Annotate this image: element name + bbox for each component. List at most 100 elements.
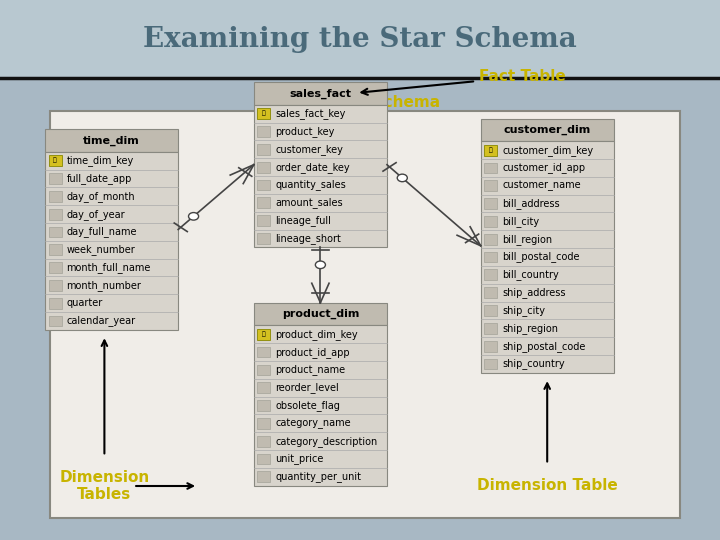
Text: calendar_year: calendar_year	[67, 315, 136, 327]
Bar	[49, 191, 62, 202]
Bar	[254, 82, 387, 105]
Bar	[484, 341, 498, 352]
Bar	[49, 280, 62, 291]
Text: week_number: week_number	[67, 244, 135, 255]
Text: Sales Star Schema: Sales Star Schema	[280, 95, 440, 110]
Bar	[484, 252, 498, 262]
Text: customer_name: customer_name	[503, 180, 581, 191]
Bar	[258, 418, 271, 429]
Bar	[258, 233, 271, 244]
Bar	[484, 323, 498, 334]
Bar	[481, 118, 613, 141]
Bar	[45, 129, 179, 152]
Bar	[484, 287, 498, 298]
Text: ship_address: ship_address	[503, 287, 566, 298]
Bar	[258, 144, 271, 155]
Text: customer_dim_key: customer_dim_key	[503, 145, 593, 156]
Text: Fact Table: Fact Table	[361, 69, 565, 95]
Bar	[481, 141, 613, 373]
Text: reorder_level: reorder_level	[276, 382, 339, 393]
Text: category_name: category_name	[276, 418, 351, 429]
Text: ship_region: ship_region	[503, 323, 558, 334]
Text: bill_region: bill_region	[503, 234, 552, 245]
Text: ship_country: ship_country	[503, 359, 564, 369]
Text: Examining the Star Schema: Examining the Star Schema	[143, 25, 577, 52]
Text: 🔑: 🔑	[53, 158, 57, 164]
Text: time_dim: time_dim	[84, 135, 140, 146]
Bar	[0, 78, 720, 540]
Text: 🔑: 🔑	[262, 332, 266, 337]
Text: amount_sales: amount_sales	[276, 197, 343, 208]
Text: month_number: month_number	[67, 280, 141, 291]
Bar	[254, 325, 387, 486]
Text: Dimension
Tables: Dimension Tables	[59, 470, 150, 502]
Bar	[49, 173, 62, 184]
Text: bill_address: bill_address	[503, 198, 560, 209]
Text: product_id_app: product_id_app	[276, 347, 350, 357]
Text: sales_fact_key: sales_fact_key	[276, 108, 346, 119]
Bar	[258, 215, 271, 226]
Bar	[258, 436, 271, 447]
Bar	[484, 198, 498, 209]
Circle shape	[397, 174, 408, 181]
Text: bill_city: bill_city	[503, 216, 539, 227]
Bar	[258, 126, 271, 137]
Text: Dimension Table: Dimension Table	[477, 478, 618, 494]
Circle shape	[315, 261, 325, 268]
Bar	[484, 305, 498, 316]
Text: day_full_name: day_full_name	[67, 226, 137, 238]
Text: lineage_full: lineage_full	[276, 215, 331, 226]
Text: customer_dim: customer_dim	[503, 125, 591, 135]
Circle shape	[189, 213, 199, 220]
Text: sales_fact: sales_fact	[289, 88, 351, 99]
Bar	[258, 198, 271, 208]
Text: quantity_per_unit: quantity_per_unit	[276, 471, 361, 482]
Text: order_date_key: order_date_key	[276, 161, 350, 173]
Bar	[258, 162, 271, 173]
Text: 🔑: 🔑	[262, 111, 266, 117]
Bar	[49, 315, 62, 326]
Bar	[49, 209, 62, 220]
Text: day_of_year: day_of_year	[67, 208, 125, 220]
Text: customer_key: customer_key	[276, 144, 343, 155]
Bar	[50, 111, 680, 518]
Bar	[258, 329, 271, 340]
Bar	[484, 269, 498, 280]
Bar	[484, 359, 498, 369]
Text: quantity_sales: quantity_sales	[276, 179, 346, 191]
Bar	[49, 227, 62, 238]
Text: ship_postal_code: ship_postal_code	[503, 341, 585, 352]
Text: 🔑: 🔑	[489, 147, 492, 153]
Bar	[258, 454, 271, 464]
Text: product_dim_key: product_dim_key	[276, 329, 358, 340]
Bar	[258, 364, 271, 375]
Text: full_date_app: full_date_app	[67, 173, 132, 184]
Text: obsolete_flag: obsolete_flag	[276, 400, 341, 411]
Bar	[484, 145, 498, 156]
Bar	[484, 216, 498, 227]
Bar	[49, 262, 62, 273]
Text: product_dim: product_dim	[282, 309, 359, 319]
Bar	[258, 180, 271, 191]
Bar	[484, 234, 498, 245]
Bar	[258, 382, 271, 393]
Bar	[254, 105, 387, 247]
Text: quarter: quarter	[67, 298, 103, 308]
Text: lineage_short: lineage_short	[276, 233, 341, 244]
Bar	[254, 302, 387, 325]
Text: time_dim_key: time_dim_key	[67, 155, 134, 166]
Bar	[258, 471, 271, 482]
Bar	[258, 347, 271, 357]
Bar	[258, 108, 271, 119]
Text: product_name: product_name	[276, 364, 346, 375]
Bar	[49, 245, 62, 255]
Text: unit_price: unit_price	[276, 454, 324, 464]
Text: product_key: product_key	[276, 126, 335, 137]
Bar	[0, 0, 720, 78]
Text: bill_postal_code: bill_postal_code	[503, 252, 580, 262]
Bar	[258, 400, 271, 411]
Text: customer_id_app: customer_id_app	[503, 163, 585, 173]
Text: ship_city: ship_city	[503, 305, 545, 316]
Bar	[49, 156, 62, 166]
Text: day_of_month: day_of_month	[67, 191, 135, 202]
